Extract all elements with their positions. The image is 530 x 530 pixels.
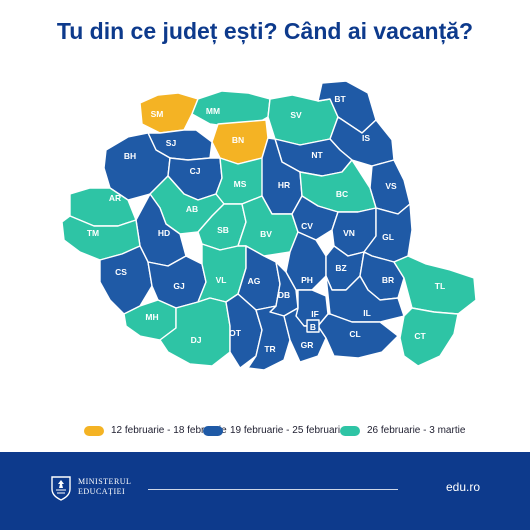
legend-item-group2: 19 februarie - 25 februarie: [203, 425, 346, 436]
county-label-vl: VL: [216, 275, 227, 285]
county-cs: [99, 245, 153, 315]
county-label-vn: VN: [343, 228, 355, 238]
legend-label: 12 februarie - 18 februarie: [111, 425, 227, 436]
legend-swatch-group1: [84, 425, 104, 436]
county-label-vs: VS: [385, 181, 397, 191]
county-label-sb: SB: [217, 225, 229, 235]
legend-swatch-group3: [340, 425, 360, 436]
county-label-ar: AR: [109, 193, 121, 203]
county-label-hr: HR: [278, 180, 290, 190]
county-sv: [267, 94, 339, 146]
legend-label: 26 februarie - 3 martie: [367, 425, 466, 436]
ministry-line-1: MINISTERUL: [78, 477, 132, 486]
legend-swatch-group2: [203, 425, 223, 436]
county-label-ag: AG: [248, 276, 261, 286]
coat-of-arms-icon: [51, 476, 71, 501]
county-label-nt: NT: [311, 150, 323, 160]
county-label-mm: MM: [206, 106, 220, 116]
county-label-cj: CJ: [190, 166, 201, 176]
county-label-dj: DJ: [191, 335, 202, 345]
county-label-is: IS: [362, 133, 370, 143]
county-label-sv: SV: [290, 110, 302, 120]
footer-divider: [148, 489, 398, 490]
county-label-b: B: [310, 322, 316, 332]
county-label-tr: TR: [264, 344, 275, 354]
county-label-cs: CS: [115, 267, 127, 277]
county-label-ct: CT: [414, 331, 426, 341]
ministry-line-2: EDUCAȚIEI: [78, 487, 126, 496]
county-label-bh: BH: [124, 151, 136, 161]
county-label-bz: BZ: [335, 263, 346, 273]
page-title: Tu din ce județ ești? Când ai vacanță?: [56, 18, 474, 44]
county-label-hd: HD: [158, 228, 170, 238]
county-label-tm: TM: [87, 228, 99, 238]
county-label-bc: BC: [336, 189, 348, 199]
county-label-gj: GJ: [173, 281, 185, 291]
county-label-cl: CL: [349, 329, 360, 339]
county-label-db: DB: [278, 290, 290, 300]
county-tl: [393, 255, 477, 315]
county-b: [306, 319, 320, 333]
county-label-bn: BN: [232, 135, 244, 145]
county-label-ms: MS: [234, 179, 247, 189]
legend-item-group1: 12 februarie - 18 februarie: [84, 425, 227, 436]
county-label-mh: MH: [145, 312, 158, 322]
footer-bar: MINISTERUL EDUCAȚIEI edu.ro: [0, 452, 530, 530]
county-label-tl: TL: [435, 281, 445, 291]
county-label-sm: SM: [151, 109, 164, 119]
county-tr: [247, 305, 291, 371]
legend-item-group3: 26 februarie - 3 martie: [340, 425, 465, 436]
county-label-bv: BV: [260, 229, 272, 239]
county-label-br: BR: [382, 275, 394, 285]
county-ct: [399, 307, 459, 367]
county-label-ab: AB: [186, 204, 198, 214]
county-label-sj: SJ: [166, 138, 177, 148]
county-label-ot: OT: [229, 328, 242, 338]
county-label-cv: CV: [301, 221, 313, 231]
county-label-if: IF: [311, 309, 319, 319]
legend-label: 19 februarie - 25 februarie: [230, 425, 346, 436]
county-cl: [317, 313, 399, 359]
county-sm: [139, 92, 199, 134]
county-label-gl: GL: [382, 232, 394, 242]
county-label-il: IL: [363, 308, 371, 318]
county-label-bt: BT: [334, 94, 346, 104]
county-label-ph: PH: [301, 275, 313, 285]
legend: 12 februarie - 18 februarie 19 februarie…: [0, 425, 530, 439]
website-link[interactable]: edu.ro: [445, 480, 480, 494]
county-label-gr: GR: [301, 340, 314, 350]
ministry-name: MINISTERUL EDUCAȚIEI: [78, 477, 131, 497]
